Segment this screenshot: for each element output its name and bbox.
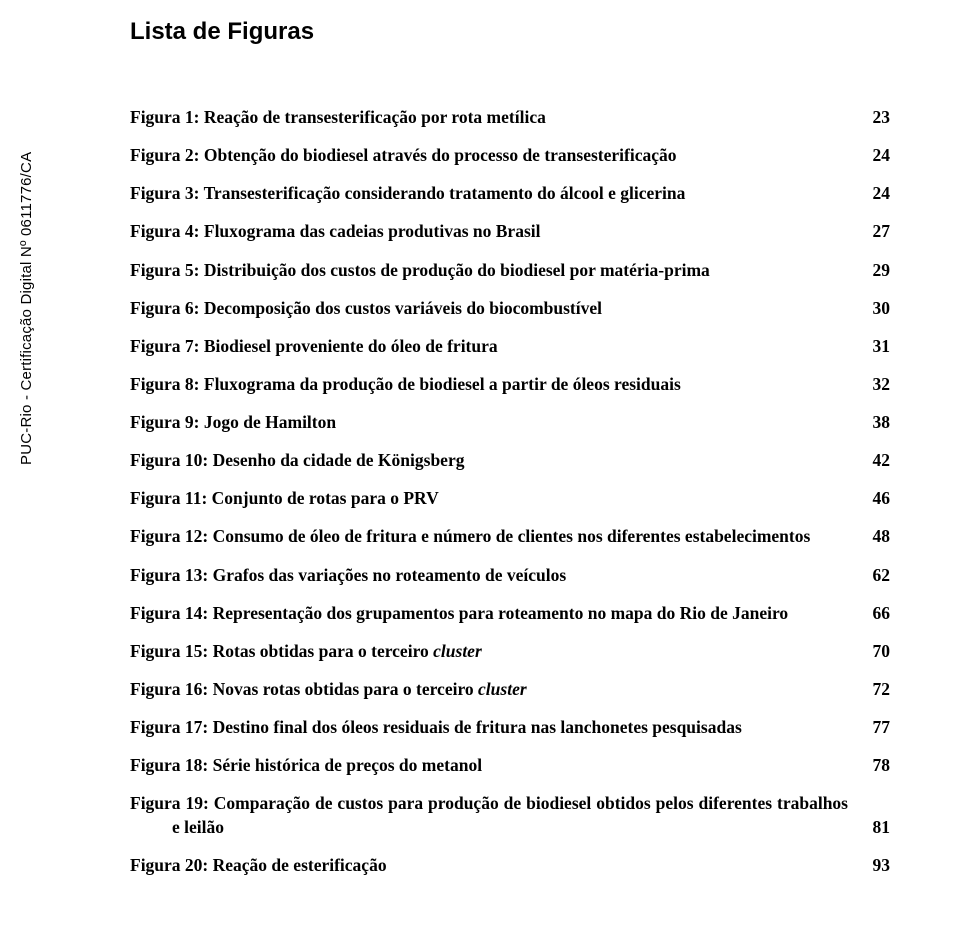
figure-entry-page: 24 — [862, 144, 890, 168]
figure-entry: Figura 7: Biodiesel proveniente do óleo … — [130, 335, 890, 359]
figure-entry-page: 32 — [862, 373, 890, 397]
figure-entry-page: 70 — [862, 640, 890, 664]
figure-entry: Figura 12: Consumo de óleo de fritura e … — [130, 525, 890, 549]
figure-entry-page: 48 — [862, 525, 890, 549]
figure-entry-page: 93 — [862, 854, 890, 878]
figure-entry-page: 24 — [862, 182, 890, 206]
figure-entry-text: Figura 8: Fluxograma da produção de biod… — [130, 373, 862, 397]
figure-entry: Figura 20: Reação de esterificação93 — [130, 854, 890, 878]
figure-entry: Figura 8: Fluxograma da produção de biod… — [130, 373, 890, 397]
figure-entry-text: Figura 17: Destino final dos óleos resid… — [130, 716, 862, 740]
figure-entry-text: Figura 9: Jogo de Hamilton — [130, 411, 862, 435]
figure-entry-page: 38 — [862, 411, 890, 435]
figure-entry-page: 31 — [862, 335, 890, 359]
figure-entry-page: 66 — [862, 602, 890, 626]
figure-entry-text: Figura 10: Desenho da cidade de Königsbe… — [130, 449, 862, 473]
figure-entry-text: Figura 16: Novas rotas obtidas para o te… — [130, 678, 862, 702]
figure-entry-text: Figura 7: Biodiesel proveniente do óleo … — [130, 335, 862, 359]
figure-entry-text: Figura 3: Transesterificação considerand… — [130, 182, 862, 206]
figure-entry: Figura 15: Rotas obtidas para o terceiro… — [130, 640, 890, 664]
figure-entry-page: 27 — [862, 220, 890, 244]
figure-entry-text: Figura 12: Consumo de óleo de fritura e … — [130, 525, 862, 549]
figure-entry: Figura 16: Novas rotas obtidas para o te… — [130, 678, 890, 702]
figure-entry-page: 30 — [862, 297, 890, 321]
figure-entry-page: 72 — [862, 678, 890, 702]
figure-entry: Figura 17: Destino final dos óleos resid… — [130, 716, 890, 740]
figure-entry: Figura 10: Desenho da cidade de Königsbe… — [130, 449, 890, 473]
figure-entry-text: Figura 15: Rotas obtidas para o terceiro… — [130, 640, 862, 664]
certification-sidebar: PUC-Rio - Certificação Digital Nº 061177… — [18, 152, 35, 465]
figure-entry-text: Figura 11: Conjunto de rotas para o PRV — [130, 487, 862, 511]
figure-entry-page: 81 — [862, 816, 890, 840]
figure-entry: Figura 9: Jogo de Hamilton38 — [130, 411, 890, 435]
figure-entry: Figura 1: Reação de transesterificação p… — [130, 106, 890, 130]
figure-entry-page: 78 — [862, 754, 890, 778]
figure-entry: Figura 14: Representação dos grupamentos… — [130, 602, 890, 626]
figure-entry-page: 62 — [862, 564, 890, 588]
figure-entry: Figura 18: Série histórica de preços do … — [130, 754, 890, 778]
figure-entry: Figura 3: Transesterificação considerand… — [130, 182, 890, 206]
figure-entry: Figura 4: Fluxograma das cadeias produti… — [130, 220, 890, 244]
figure-entry-text: Figura 14: Representação dos grupamentos… — [130, 602, 862, 626]
figure-entry: Figura 6: Decomposição dos custos variáv… — [130, 297, 890, 321]
figure-entry-text: Figura 4: Fluxograma das cadeias produti… — [130, 220, 862, 244]
figure-entry: Figura 5: Distribuição dos custos de pro… — [130, 259, 890, 283]
figure-entry-text: Figura 2: Obtenção do biodiesel através … — [130, 144, 862, 168]
figure-list: Figura 1: Reação de transesterificação p… — [130, 106, 890, 878]
figure-entry-text: Figura 13: Grafos das variações no rotea… — [130, 564, 862, 588]
figure-entry: Figura 2: Obtenção do biodiesel através … — [130, 144, 890, 168]
figure-entry-page: 29 — [862, 259, 890, 283]
page-body: Lista de Figuras Figura 1: Reação de tra… — [0, 0, 960, 932]
figure-entry-text: Figura 20: Reação de esterificação — [130, 854, 862, 878]
figure-entry-text: Figura 19: Comparação de custos para pro… — [130, 792, 862, 839]
figure-entry-page: 77 — [862, 716, 890, 740]
figure-entry-page: 23 — [862, 106, 890, 130]
figure-entry: Figura 19: Comparação de custos para pro… — [130, 792, 890, 839]
figure-entry-text: Figura 6: Decomposição dos custos variáv… — [130, 297, 862, 321]
figure-entry-text: Figura 18: Série histórica de preços do … — [130, 754, 862, 778]
figure-entry-page: 42 — [862, 449, 890, 473]
figure-entry-page: 46 — [862, 487, 890, 511]
figure-entry-text: Figura 1: Reação de transesterificação p… — [130, 106, 862, 130]
figure-entry: Figura 11: Conjunto de rotas para o PRV4… — [130, 487, 890, 511]
page-title: Lista de Figuras — [130, 18, 890, 46]
figure-entry: Figura 13: Grafos das variações no rotea… — [130, 564, 890, 588]
figure-entry-text: Figura 5: Distribuição dos custos de pro… — [130, 259, 862, 283]
